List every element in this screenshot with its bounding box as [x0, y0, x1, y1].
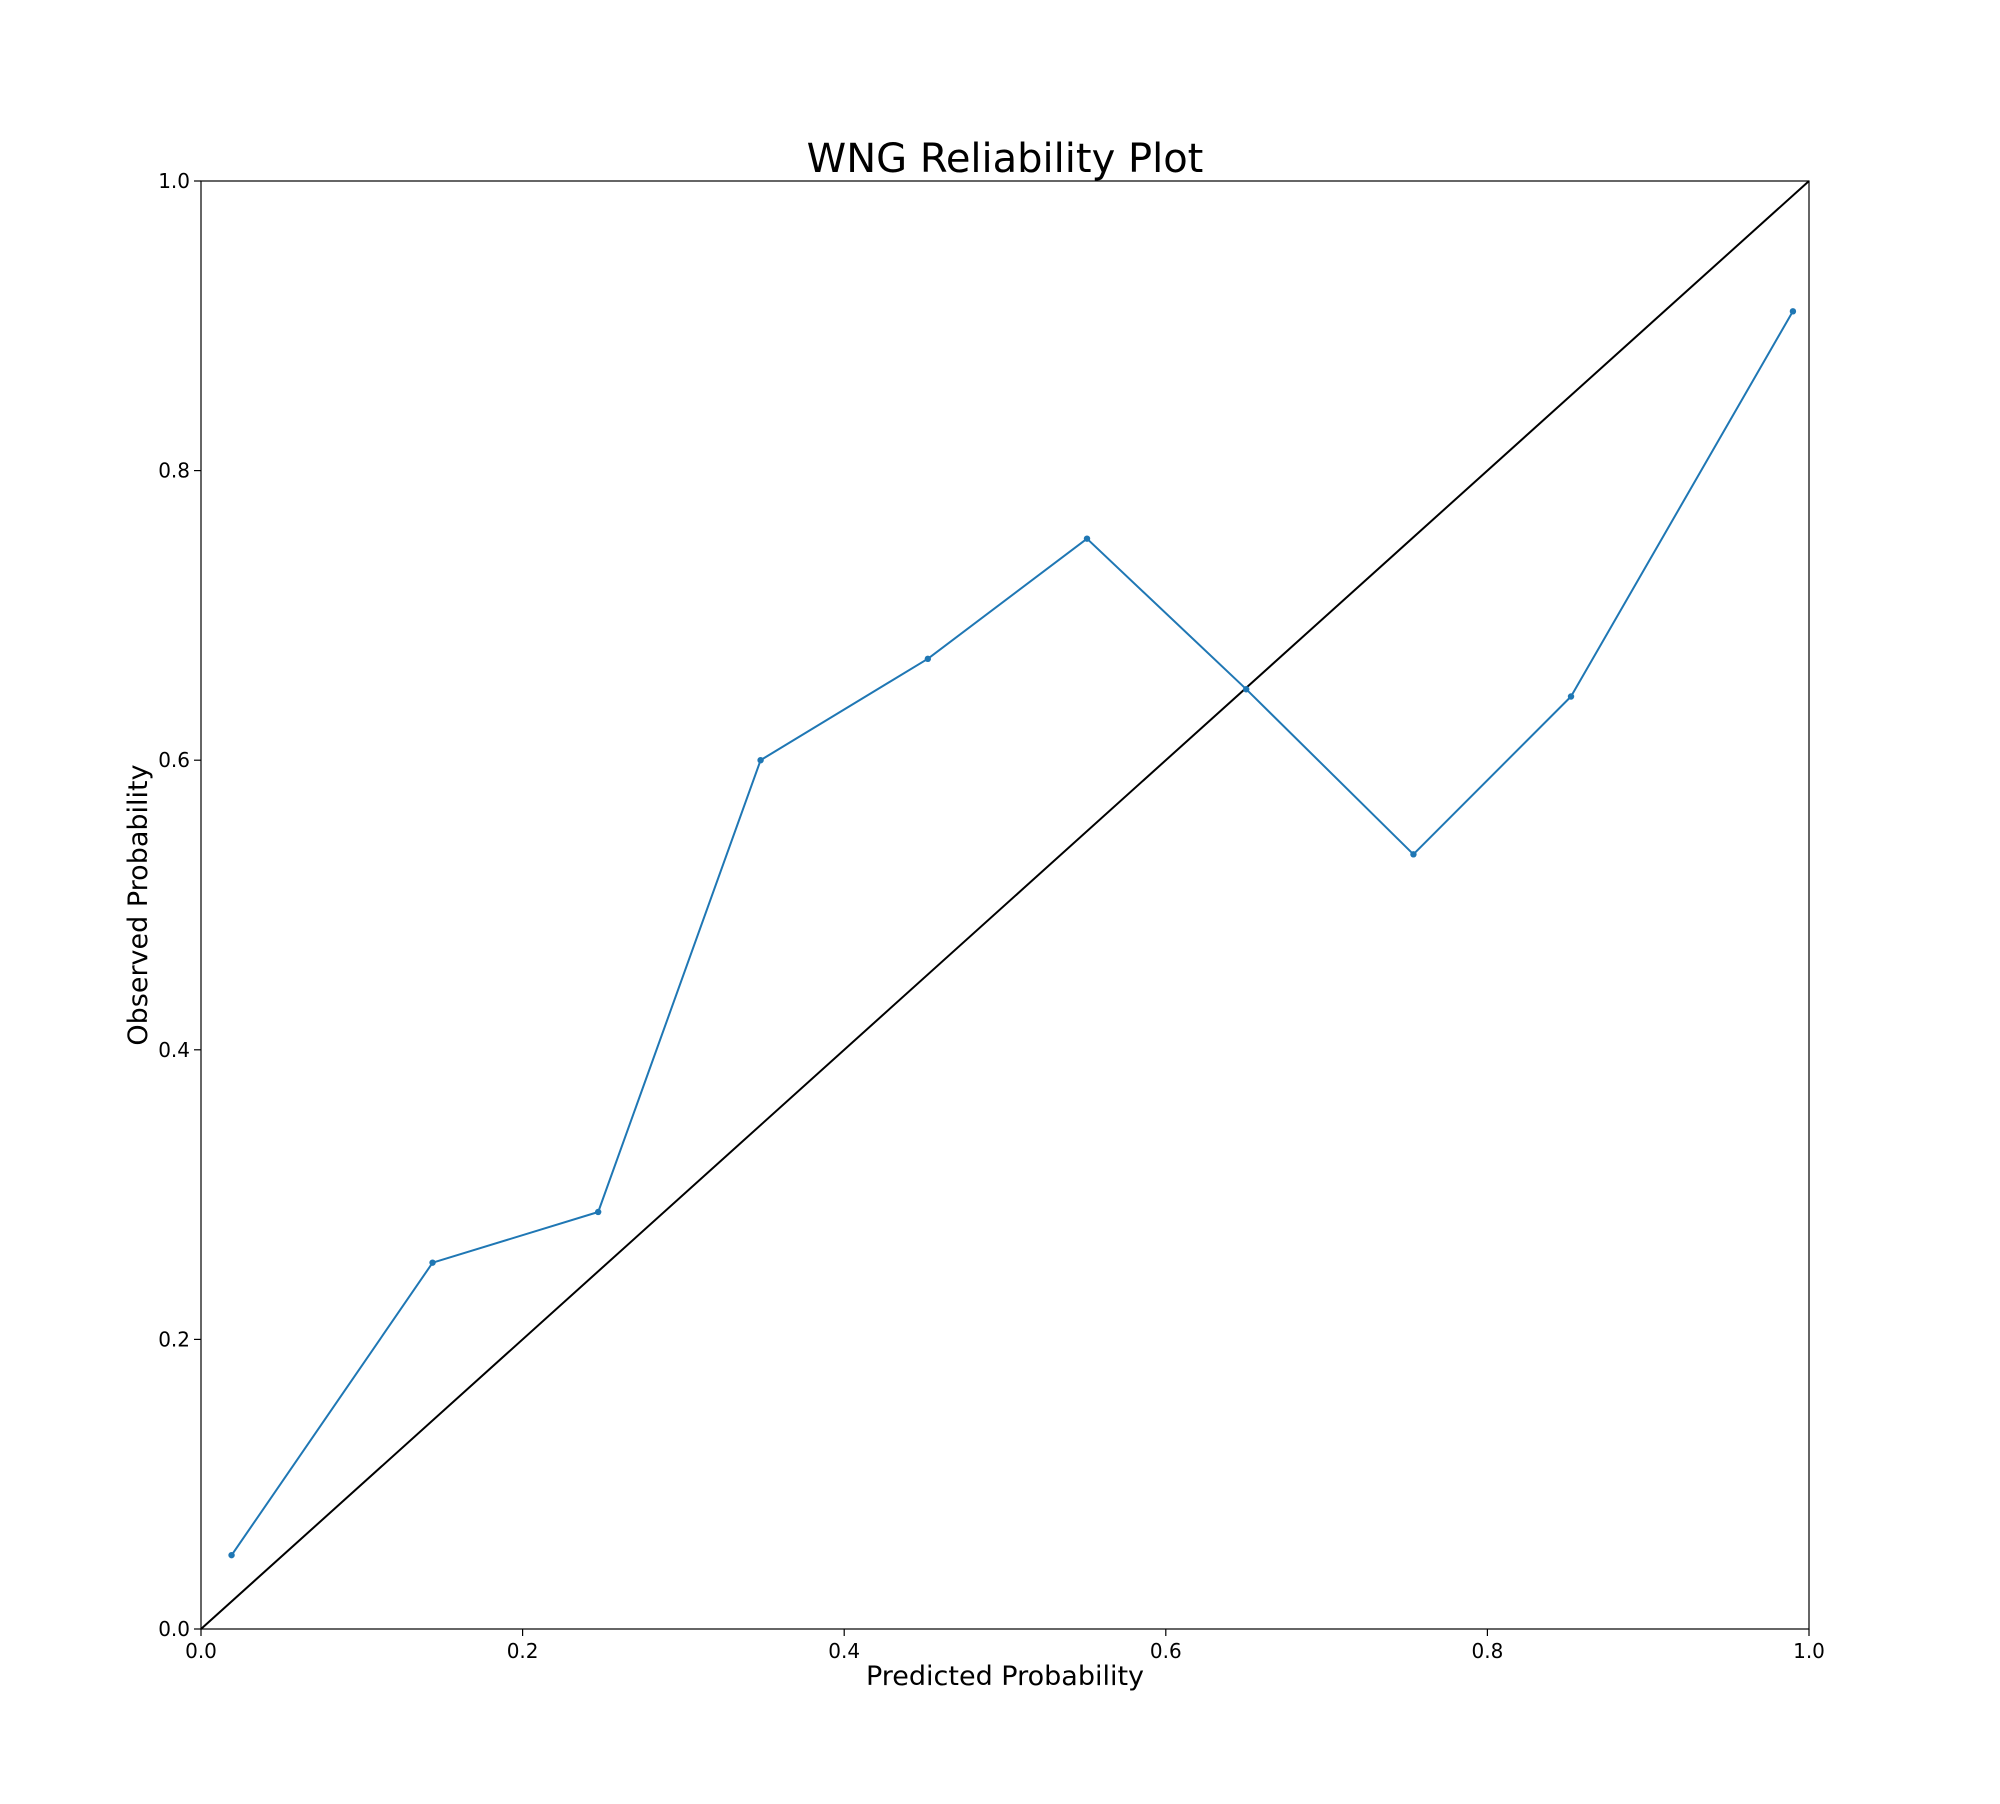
y-tick-label: 0.6 [158, 748, 190, 772]
data-point [1243, 686, 1250, 693]
y-tick-label: 0.2 [158, 1327, 190, 1351]
data-point [1410, 851, 1417, 858]
y-tick-label: 0.4 [158, 1038, 190, 1062]
series-line [230, 310, 1794, 1556]
perfect-calibration-line [200, 180, 1810, 1630]
y-tick-label: 1.0 [158, 169, 190, 193]
data-point [1567, 693, 1575, 700]
data-point [757, 757, 764, 764]
x-tick-label: 0.2 [507, 1639, 539, 1663]
plot-frame [200, 180, 1810, 1630]
y-tick-label: 0.8 [158, 459, 190, 483]
x-axis-label: Predicted Probability [866, 1661, 1144, 1692]
data-point [1083, 535, 1091, 542]
y-tick-label: 0.0 [158, 1617, 190, 1641]
y-axis-ticks: 0.0 0.2 0.4 0.6 0.8 1.0 [158, 169, 201, 1641]
x-axis-ticks: 0.0 0.2 0.4 0.6 0.8 1.0 [185, 1629, 1825, 1663]
x-tick-label: 0.0 [185, 1639, 217, 1663]
x-tick-label: 0.6 [1150, 1639, 1182, 1663]
x-tick-label: 0.8 [1471, 1639, 1503, 1663]
y-axis-label: Observed Probability [123, 764, 154, 1045]
x-tick-label: 1.0 [1793, 1639, 1825, 1663]
data-point [429, 1259, 436, 1266]
data-point [594, 1208, 602, 1216]
data-point [228, 1551, 235, 1559]
data-point [1789, 308, 1797, 315]
data-point [924, 655, 932, 663]
plot-area [200, 180, 1810, 1630]
chart-title: WNG Reliability Plot [807, 136, 1204, 182]
x-tick-label: 0.4 [828, 1639, 860, 1663]
